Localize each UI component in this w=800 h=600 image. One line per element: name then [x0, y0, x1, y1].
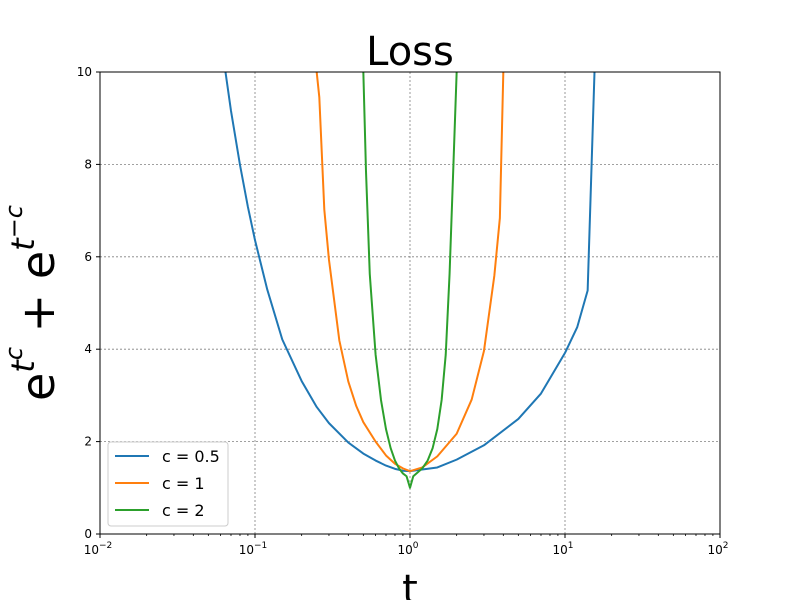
- legend-label: c = 2: [162, 501, 205, 520]
- series-line-1: [224, 71, 596, 473]
- x-axis-label: t: [402, 567, 418, 600]
- legend-box: [107, 441, 229, 527]
- y-tick-label: 2: [84, 435, 92, 449]
- y-tick-label: 6: [84, 250, 92, 264]
- svg-text:etc + et−c: etc + et−c: [0, 205, 65, 401]
- chart-title: Loss: [366, 29, 454, 75]
- y-axis-label-text: etc + et−c: [0, 205, 65, 401]
- y-axis-ticks: 0 2 4 6 8 10: [77, 65, 100, 541]
- x-tick-label: 10−2: [84, 541, 113, 557]
- y-tick-label: 8: [84, 157, 92, 171]
- y-tick-label: 10: [77, 65, 92, 79]
- plot-series: [224, 71, 596, 489]
- y-tick-label: 4: [84, 342, 92, 356]
- grid: [100, 72, 720, 534]
- x-axis-ticks: 10−2 10−1 100 101 102: [84, 534, 729, 557]
- x-tick-label: 100: [397, 541, 418, 557]
- legend: c = 0.5 c = 1 c = 2: [107, 441, 229, 527]
- x-tick-label: 10−1: [239, 541, 268, 557]
- x-tick-label: 101: [552, 541, 573, 557]
- series-line-3: [362, 71, 458, 489]
- y-tick-label: 0: [84, 527, 92, 541]
- x-tick-label: 102: [707, 541, 728, 557]
- y-axis-label: etc + et−c: [0, 205, 65, 401]
- legend-label: c = 1: [162, 474, 205, 493]
- series-line-2: [315, 71, 505, 473]
- legend-label: c = 0.5: [162, 447, 220, 466]
